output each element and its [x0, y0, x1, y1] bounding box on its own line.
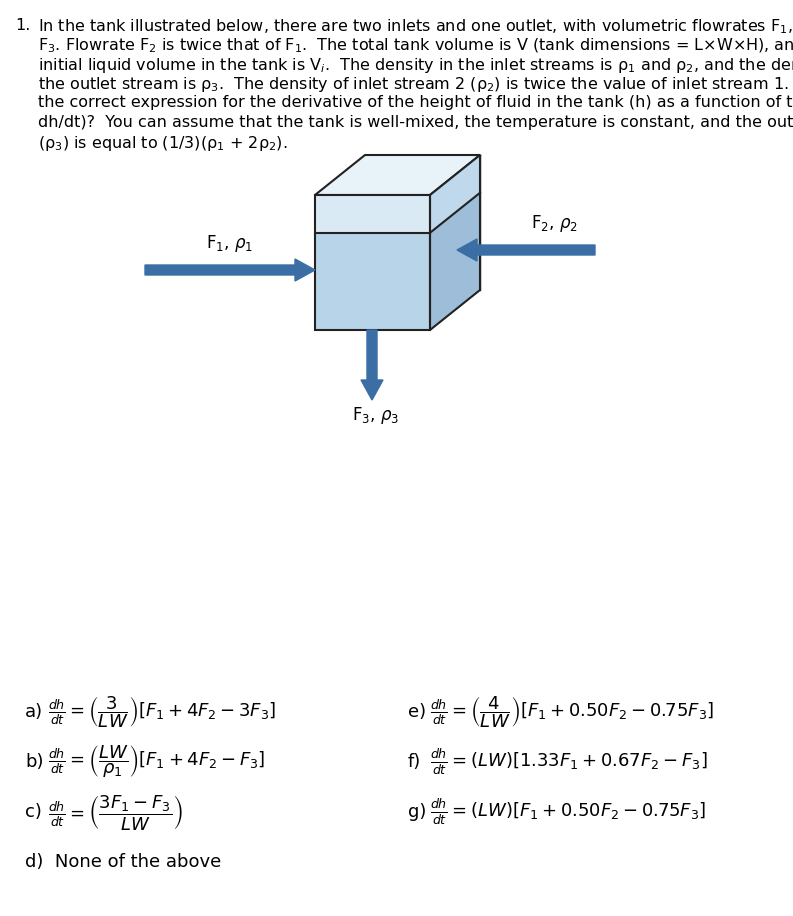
Text: dh/dt)?  You can assume that the tank is well-mixed, the temperature is constant: dh/dt)? You can assume that the tank is …: [38, 114, 793, 129]
Text: d)  None of the above: d) None of the above: [25, 853, 221, 871]
Text: the outlet stream is ρ$_3$.  The density of inlet stream 2 (ρ$_2$) is twice the : the outlet stream is ρ$_3$. The density …: [38, 75, 793, 94]
Text: $\frac{dh}{dt} = (LW)\left[1.33F_1 + 0.67F_2 - F_3\right]$: $\frac{dh}{dt} = (LW)\left[1.33F_1 + 0.6…: [430, 747, 707, 777]
Text: c): c): [25, 803, 42, 821]
Text: e): e): [408, 703, 426, 721]
Text: F$_2$, $\rho_2$: F$_2$, $\rho_2$: [531, 213, 579, 234]
Text: In the tank illustrated below, there are two inlets and one outlet, with volumet: In the tank illustrated below, there are…: [38, 17, 793, 36]
Polygon shape: [315, 233, 430, 330]
FancyArrow shape: [145, 259, 315, 281]
Text: $\frac{dh}{dt} = \left(\dfrac{LW}{\rho_1}\right)\left[F_1 + 4F_2 - F_3\right]$: $\frac{dh}{dt} = \left(\dfrac{LW}{\rho_1…: [48, 744, 266, 780]
Text: g): g): [408, 803, 427, 821]
Polygon shape: [430, 192, 480, 330]
Text: $\frac{dh}{dt} = \left(\dfrac{3F_1 - F_3}{LW}\right)$: $\frac{dh}{dt} = \left(\dfrac{3F_1 - F_3…: [48, 792, 183, 832]
Text: the correct expression for the derivative of the height of fluid in the tank (h): the correct expression for the derivativ…: [38, 95, 793, 110]
Text: f): f): [408, 753, 421, 771]
Text: 1.: 1.: [15, 18, 30, 33]
Polygon shape: [315, 195, 430, 233]
Text: (ρ$_3$) is equal to (1/3)(ρ$_1$ + 2ρ$_2$).: (ρ$_3$) is equal to (1/3)(ρ$_1$ + 2ρ$_2$…: [38, 134, 288, 153]
Polygon shape: [315, 155, 480, 195]
Polygon shape: [430, 155, 480, 233]
Text: a): a): [25, 703, 43, 721]
Text: F$_1$, $\rho_1$: F$_1$, $\rho_1$: [206, 233, 254, 254]
Text: F$_3$, $\rho_3$: F$_3$, $\rho_3$: [352, 405, 400, 426]
Text: b): b): [25, 753, 44, 771]
Text: F$_3$. Flowrate F$_2$ is twice that of F$_1$.  The total tank volume is V (tank : F$_3$. Flowrate F$_2$ is twice that of F…: [38, 37, 793, 55]
Text: $\frac{dh}{dt} = \left(\dfrac{3}{LW}\right)\left[F_1 + 4F_2 - 3F_3\right]$: $\frac{dh}{dt} = \left(\dfrac{3}{LW}\rig…: [48, 694, 276, 730]
FancyArrow shape: [361, 330, 383, 400]
Text: initial liquid volume in the tank is V$_i$.  The density in the inlet streams is: initial liquid volume in the tank is V$_…: [38, 56, 793, 75]
FancyArrow shape: [457, 239, 595, 261]
Text: $\frac{dh}{dt} = (LW)\left[F_1 + 0.50F_2 - 0.75F_3\right]$: $\frac{dh}{dt} = (LW)\left[F_1 + 0.50F_2…: [430, 797, 707, 827]
Text: $\frac{dh}{dt} = \left(\dfrac{4}{LW}\right)\left[F_1 + 0.50F_2 - 0.75F_3\right]$: $\frac{dh}{dt} = \left(\dfrac{4}{LW}\rig…: [430, 694, 714, 730]
